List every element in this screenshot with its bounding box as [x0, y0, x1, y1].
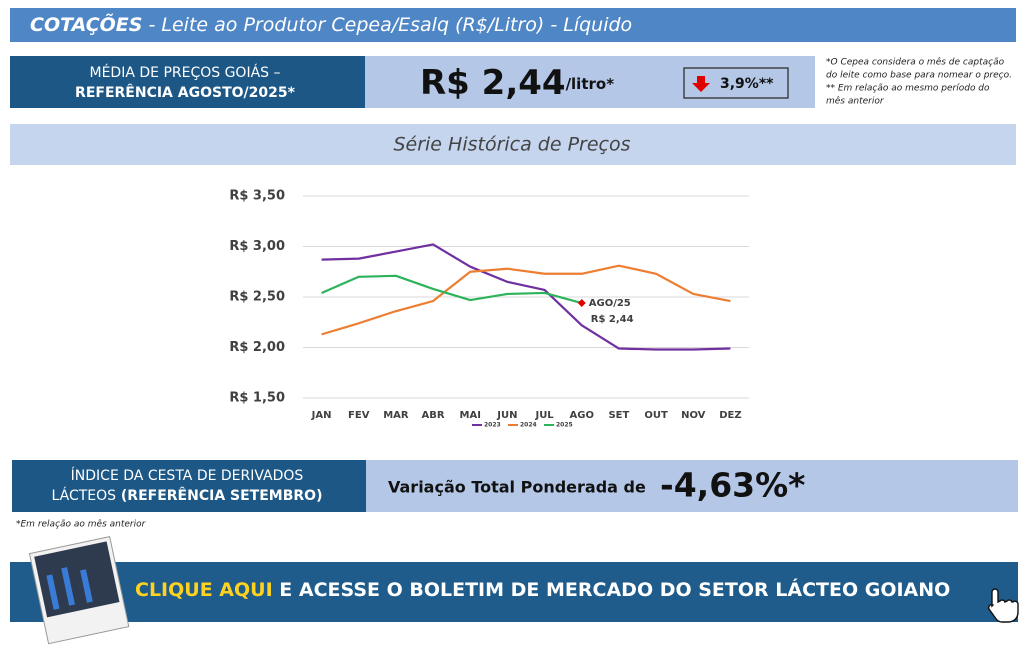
price-note: do leite como base para nomear o preço. [826, 71, 1012, 81]
index-label: LÁCTEOS (REFERÊNCIA SETEMBRO) [52, 487, 323, 504]
index-value: -4,63%* [660, 466, 805, 505]
cover-detail [46, 574, 60, 610]
x-tick-label: MAR [383, 410, 409, 421]
price-note: mês anterior [826, 96, 885, 107]
header-subtitle: - Leite ao Produtor Cepea/Esalq (R$/Litr… [142, 14, 632, 36]
y-tick-label: R$ 2,00 [229, 340, 285, 355]
series-line [321, 264, 731, 336]
banner-highlight[interactable]: CLIQUE AQUI [135, 579, 273, 601]
down-arrow [692, 76, 710, 92]
index-label-box [12, 460, 366, 512]
series-line [321, 243, 731, 351]
annotation-marker [577, 299, 586, 308]
annotation: AGO/25 [589, 298, 631, 309]
price-label: MÉDIA DE PREÇOS GOIÁS – [90, 64, 281, 81]
y-tick-label: R$ 3,00 [229, 239, 285, 254]
price-change: 3,9%** [720, 76, 774, 92]
price-label: REFERÊNCIA AGOSTO/2025* [75, 84, 296, 101]
index-text: Variação Total Ponderada de [388, 478, 646, 497]
x-tick-label: JUL [534, 410, 554, 421]
y-tick-label: R$ 3,50 [229, 189, 285, 204]
price-note: ** Em relação ao mesmo período do [826, 84, 990, 94]
header: COTAÇÕES - Leite ao Produtor Cepea/Esalq… [30, 12, 632, 36]
x-tick-label: DEZ [719, 410, 741, 421]
index-label-part: (REFERÊNCIA SETEMBRO) [116, 487, 322, 504]
cover-detail [80, 569, 93, 603]
price-value-box [365, 56, 815, 108]
x-tick-label: NOV [681, 410, 706, 421]
legend-label: 2025 [556, 422, 573, 429]
banner-rest[interactable]: E ACESSE O BOLETIM DE MERCADO DO SETOR L… [273, 578, 951, 601]
x-tick-label: SET [608, 410, 629, 421]
cover-detail [61, 567, 75, 606]
price-amount: R$ 2,44 [420, 63, 566, 103]
cursor-icon [988, 588, 1019, 623]
index-label: ÍNDICE DA CESTA DE DERIVADOS [71, 467, 304, 484]
index-label-part: LÁCTEOS [52, 487, 117, 504]
y-tick-label: R$ 2,50 [229, 290, 285, 305]
banner[interactable] [10, 562, 1018, 622]
legend-label: 2024 [520, 422, 537, 429]
price-unit: /litro* [566, 75, 615, 93]
x-tick-label: FEV [348, 410, 370, 421]
header-bar [10, 8, 1016, 42]
price-note: *O Cepea considera o mês de captação [826, 57, 1005, 68]
banner-text[interactable]: CLIQUE AQUI E ACESSE O BOLETIM DE MERCAD… [135, 578, 950, 601]
header-title: COTAÇÕES [30, 12, 142, 36]
chart-title-bar [10, 124, 1016, 165]
index-value-box [366, 460, 1018, 512]
chart: R$ 1,50 R$ 2,00 R$ 2,50 R$ 3,00 R$ 3,50 JAN FE… [229, 189, 749, 429]
y-tick-label: R$ 1,50 [229, 391, 285, 406]
legend-label: 2023 [484, 422, 501, 429]
price-value: R$ 2,44/litro* [420, 63, 614, 103]
x-tick-label: ABR [422, 410, 445, 421]
chart-title: Série Histórica de Preços [393, 134, 630, 156]
annotation: R$ 2,44 [591, 314, 634, 325]
x-tick-label: OUT [644, 410, 668, 421]
price-label-box [10, 56, 365, 108]
x-tick-label: MAI [460, 410, 481, 421]
index-note: *Em relação ao mês anterior [16, 519, 147, 530]
change-box [683, 67, 789, 99]
x-tick-label: JAN [311, 410, 332, 421]
x-tick-label: AGO [570, 410, 594, 421]
x-tick-label: JUN [496, 410, 517, 421]
series-line [321, 274, 583, 305]
report-cover [28, 536, 130, 645]
